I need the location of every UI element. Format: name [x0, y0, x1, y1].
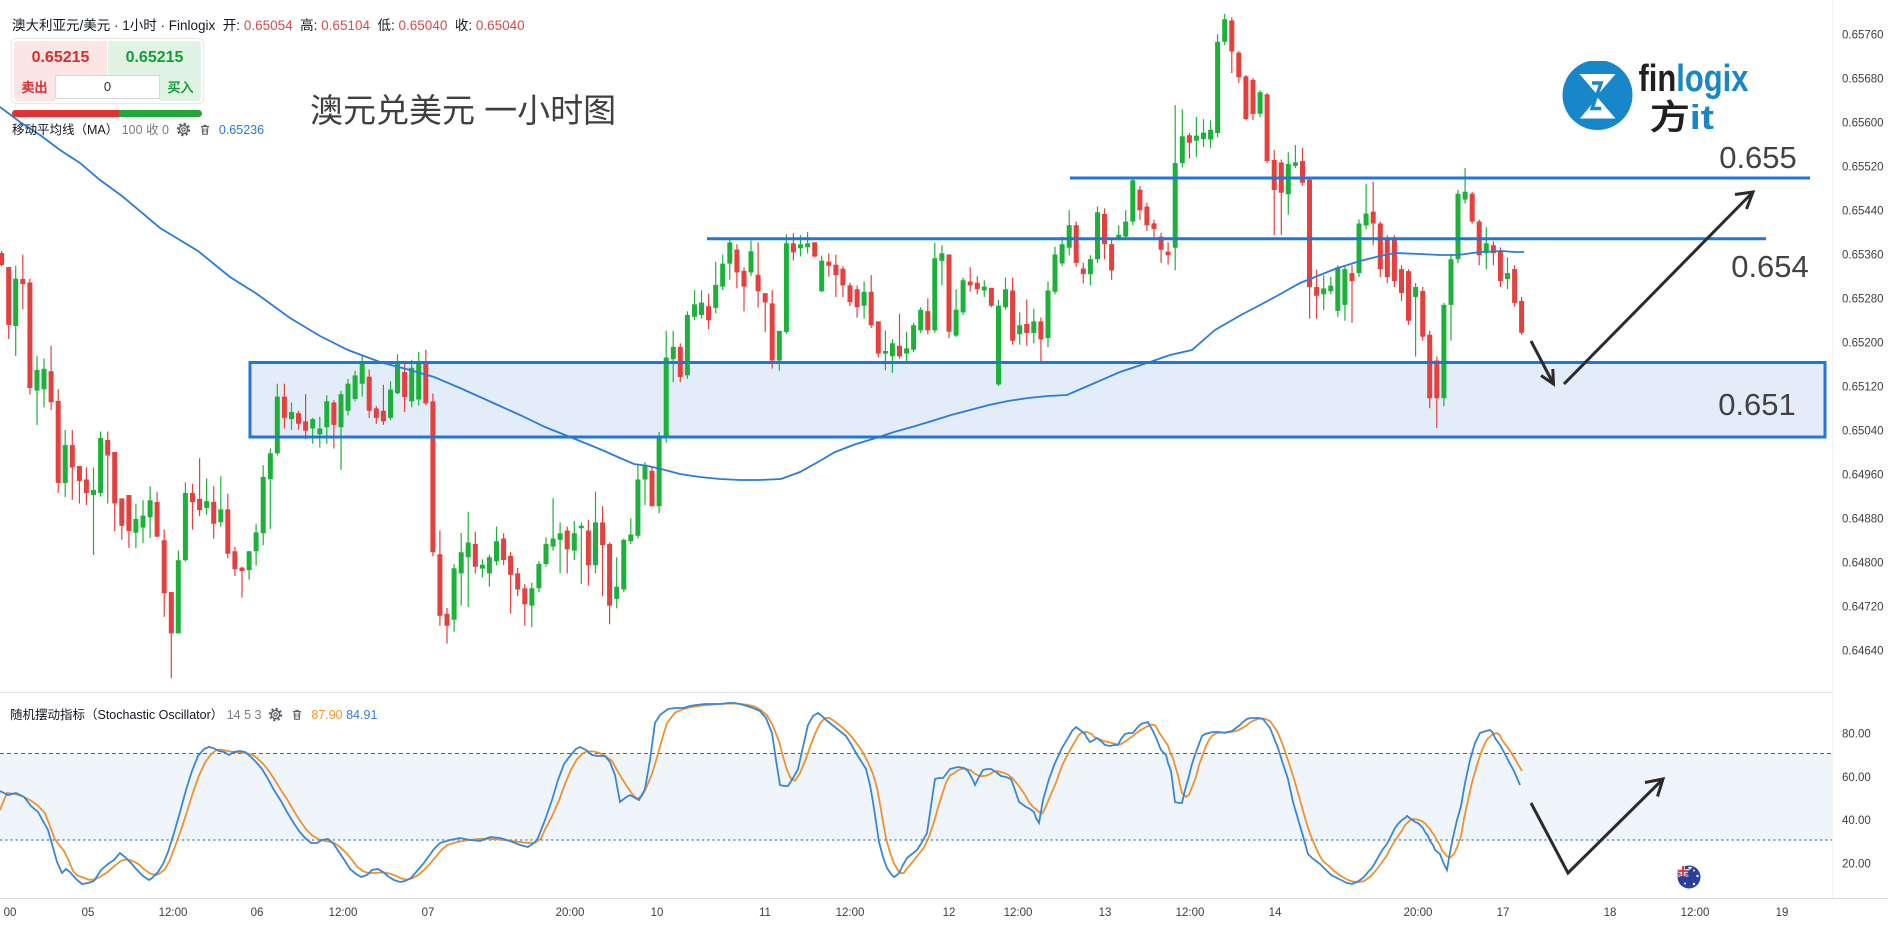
svg-text:0.655: 0.655	[1719, 140, 1797, 175]
svg-text:0.65280: 0.65280	[1842, 294, 1884, 306]
svg-text:17: 17	[1497, 907, 1510, 919]
svg-text:0.65360: 0.65360	[1842, 250, 1884, 262]
svg-text:06: 06	[251, 907, 264, 919]
svg-text:13: 13	[1099, 907, 1112, 919]
svg-text:12: 12	[943, 907, 956, 919]
svg-text:12:00: 12:00	[1176, 907, 1205, 919]
svg-text:14: 14	[1269, 907, 1282, 919]
svg-text:20:00: 20:00	[1404, 907, 1433, 919]
svg-text:0.654: 0.654	[1731, 249, 1809, 284]
svg-text:0.64880: 0.64880	[1842, 514, 1884, 526]
svg-text:方it: 方 it	[1650, 99, 1714, 137]
svg-text:0.65760: 0.65760	[1842, 30, 1884, 42]
svg-text:05: 05	[82, 907, 95, 919]
svg-text:0.651: 0.651	[1718, 387, 1796, 422]
svg-text:80.00: 80.00	[1842, 729, 1871, 741]
svg-text:12:00: 12:00	[836, 907, 865, 919]
svg-text:07: 07	[422, 907, 435, 919]
svg-text:40.00: 40.00	[1842, 815, 1871, 827]
svg-text:60.00: 60.00	[1842, 772, 1871, 784]
svg-text:0.65440: 0.65440	[1842, 206, 1884, 218]
svg-text:0.64640: 0.64640	[1842, 646, 1884, 658]
svg-text:12:00: 12:00	[159, 907, 188, 919]
svg-text:0.65680: 0.65680	[1842, 74, 1884, 86]
svg-text:finlogix: finlogix	[1639, 61, 1749, 100]
svg-text:12:00: 12:00	[1681, 907, 1710, 919]
svg-text:19: 19	[1776, 907, 1789, 919]
svg-text:0.65200: 0.65200	[1842, 338, 1884, 350]
svg-text:20.00: 20.00	[1842, 858, 1871, 870]
svg-text:0.65520: 0.65520	[1842, 162, 1884, 174]
svg-text:0.64960: 0.64960	[1842, 470, 1884, 482]
svg-text:20:00: 20:00	[556, 907, 585, 919]
svg-text:0.65040: 0.65040	[1842, 426, 1884, 438]
svg-text:0.65600: 0.65600	[1842, 118, 1884, 130]
svg-text:12:00: 12:00	[329, 907, 358, 919]
svg-text:00: 00	[4, 907, 17, 919]
svg-text:11: 11	[759, 907, 771, 919]
svg-text:10: 10	[651, 907, 664, 919]
svg-text:12:00: 12:00	[1004, 907, 1033, 919]
svg-text:18: 18	[1604, 907, 1617, 919]
svg-text:0.64720: 0.64720	[1842, 602, 1884, 614]
svg-text:0.65120: 0.65120	[1842, 382, 1884, 394]
svg-text:0.64800: 0.64800	[1842, 558, 1884, 570]
